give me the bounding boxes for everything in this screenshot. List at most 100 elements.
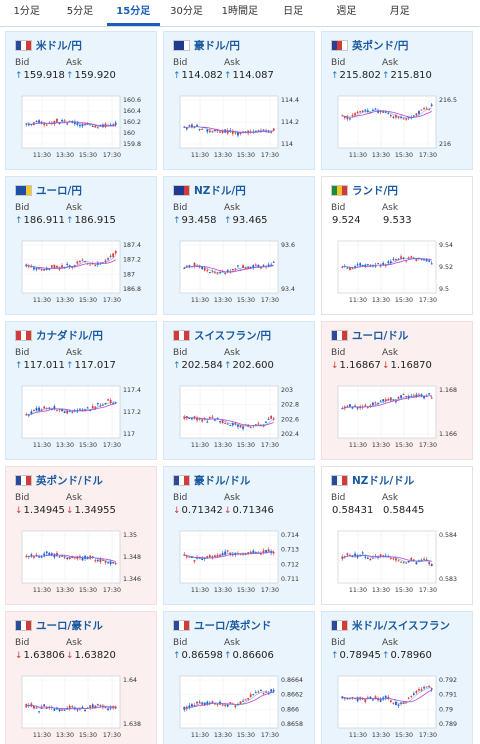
- candle-body: [407, 697, 410, 699]
- candle-body: [369, 696, 372, 699]
- rate-card[interactable]: カナダドル/円 Bid Ask ↑117.011 ↑117.017 11:30 13:30 1…: [5, 321, 157, 460]
- currency-pair-link[interactable]: ユーロ/ドル: [352, 329, 409, 342]
- rate-card[interactable]: 英ポンド/円 Bid Ask ↑215.802 ↑215.810 11:30 13:30 15…: [321, 31, 473, 170]
- candle-body: [50, 553, 53, 556]
- candle-body: [35, 408, 38, 411]
- x-tick-label: 17:30: [261, 152, 279, 159]
- x-tick-label: 15:30: [237, 732, 255, 739]
- price-chart[interactable]: 11:30 13:30 15:30 17:30 0.584 0.583: [330, 527, 468, 601]
- candle-body: [196, 125, 198, 127]
- candle-body: [53, 264, 56, 269]
- price-chart[interactable]: 11:30 13:30 15:30 17:30 1.64 1.638: [14, 672, 152, 744]
- candle-body: [428, 562, 431, 565]
- candle-body: [25, 123, 28, 125]
- bid-arrow-icon: ↑: [331, 651, 339, 661]
- candle-body: [71, 266, 74, 268]
- x-tick-label: 13:30: [214, 442, 232, 449]
- candle-body: [94, 406, 97, 409]
- price-chart[interactable]: 11:30 13:30 15:30 17:30 0.714 0.713 0.712 0.711: [172, 527, 310, 601]
- currency-pair-link[interactable]: 豪ドル/ドル: [194, 474, 251, 487]
- candle-body: [183, 416, 186, 419]
- currency-pair-link[interactable]: カナダドル/円: [36, 329, 103, 342]
- candle-body: [40, 409, 43, 411]
- currency-pair-link[interactable]: 米ドル/スイスフラン: [352, 619, 451, 632]
- ask-value: ↓0.71346: [224, 505, 274, 516]
- rate-card[interactable]: ランド/円 Bid Ask 9.524 9.533 11:30 13:30 15:30 17:3…: [321, 176, 473, 315]
- rate-card[interactable]: NZドル/円 Bid Ask ↑93.458 ↑93.465 11:30 13:30 15:3…: [163, 176, 315, 315]
- rate-card[interactable]: 米ドル/円 Bid Ask ↑159.918 ↑159.920 11:30 13:30 15:…: [5, 31, 157, 170]
- rate-card[interactable]: NZドル/ドル Bid Ask 0.58431 0.58445 11:30 13:30 15:…: [321, 466, 473, 605]
- bid-value: 0.58431: [331, 505, 373, 516]
- currency-pair-link[interactable]: ランド/円: [352, 184, 398, 197]
- bid-price: 117.011: [23, 360, 65, 371]
- x-tick-label: 15:30: [237, 587, 255, 594]
- price-chart[interactable]: 11:30 13:30 15:30 17:30 1.35 1.348 1.346: [14, 527, 152, 601]
- price-chart[interactable]: 11:30 13:30 15:30 17:30 160.6 160.4 160.2 160 15…: [14, 92, 152, 166]
- candle-body: [359, 263, 362, 266]
- candle-body: [203, 418, 206, 420]
- tab-2[interactable]: 15分足: [106, 0, 160, 26]
- currency-pair-link[interactable]: ユーロ/豪ドル: [36, 619, 103, 632]
- candle-body: [99, 559, 102, 563]
- x-tick-label: 11:30: [191, 442, 209, 449]
- x-tick-label: 11:30: [191, 297, 209, 304]
- price-chart[interactable]: 11:30 13:30 15:30 17:30 1.168 1.166: [330, 382, 468, 456]
- currency-pair-link[interactable]: スイスフラン/円: [194, 329, 272, 342]
- tab-0[interactable]: 1分足: [13, 6, 40, 17]
- rate-card[interactable]: ユーロ/英ポンド Bid Ask ↑0.86598 ↑0.86606 11:30 13:30…: [163, 611, 315, 744]
- tab-6[interactable]: 週足: [336, 6, 357, 17]
- price-chart[interactable]: 11:30 13:30 15:30 17:30 117.4 117.2 117: [14, 382, 152, 456]
- rate-card[interactable]: 豪ドル/円 Bid Ask ↑114.082 ↑114.087 11:30 13:30 15:…: [163, 31, 315, 170]
- x-tick-label: 13:30: [214, 297, 232, 304]
- x-tick-label: 13:30: [56, 587, 74, 594]
- price-chart[interactable]: 11:30 13:30 15:30 17:30 114.4 114.2 114: [172, 92, 310, 166]
- tab-5[interactable]: 日足: [283, 6, 304, 17]
- ask-arrow-icon: ↑: [66, 71, 74, 81]
- price-chart[interactable]: 11:30 13:30 15:30 17:30 203 202.8 202.6 202.4: [172, 382, 310, 456]
- rate-card[interactable]: ユーロ/ドル Bid Ask ↓1.16867 ↓1.16870 11:30 13:30 15…: [321, 321, 473, 460]
- currency-pair-link[interactable]: 英ポンド/ドル: [36, 474, 103, 487]
- tab-4[interactable]: 1時間足: [221, 6, 259, 17]
- rate-card[interactable]: スイスフラン/円 Bid Ask ↑202.584 ↑202.600 11:30 13:30…: [163, 321, 315, 460]
- tab-7[interactable]: 月足: [389, 6, 410, 17]
- candle-body: [211, 416, 214, 418]
- candle-body: [211, 701, 214, 704]
- rate-card[interactable]: 米ドル/スイスフラン Bid Ask ↑0.78945 ↑0.78960 11:30 13:…: [321, 611, 473, 744]
- currency-pair-link[interactable]: NZドル/ドル: [352, 474, 415, 487]
- ask-label: Ask: [382, 638, 399, 648]
- currency-flag-icon: [15, 619, 32, 631]
- card-title: ユーロ/円: [15, 183, 82, 197]
- currency-pair-link[interactable]: ユーロ/円: [36, 184, 82, 197]
- currency-pair-link[interactable]: NZドル/円: [194, 184, 246, 197]
- candle-body: [183, 126, 186, 128]
- currency-pair-link[interactable]: ユーロ/英ポンド: [194, 619, 272, 632]
- currency-pair-link[interactable]: 豪ドル/円: [194, 39, 240, 52]
- candle-body: [63, 411, 66, 413]
- price-chart[interactable]: 11:30 13:30 15:30 17:30 9.54 9.52 9.5: [330, 237, 468, 311]
- price-chart[interactable]: 11:30 13:30 15:30 17:30 0.8664 0.8662 0.866 0.8…: [172, 672, 310, 744]
- currency-pair-link[interactable]: 英ポンド/円: [352, 39, 409, 52]
- candle-body: [86, 407, 89, 409]
- price-chart[interactable]: 11:30 13:30 15:30 17:30 93.6 93.4: [172, 237, 310, 311]
- price-chart[interactable]: 11:30 13:30 15:30 17:30 216.5 216: [330, 92, 468, 166]
- price-chart[interactable]: 11:30 13:30 15:30 17:30 0.792 0.791 0.79 0.789: [330, 672, 468, 744]
- candle-body: [349, 555, 351, 557]
- tab-3[interactable]: 30分足: [170, 6, 203, 17]
- rate-card[interactable]: ユーロ/豪ドル Bid Ask ↓1.63806 ↓1.63820 11:30 13:30 1…: [5, 611, 157, 744]
- candle-body: [237, 132, 239, 136]
- rate-card[interactable]: 英ポンド/ドル Bid Ask ↓1.34945 ↓1.34955 11:30 13:30 1…: [5, 466, 157, 605]
- currency-pair-link[interactable]: 米ドル/円: [36, 39, 82, 52]
- card-title: 豪ドル/円: [173, 38, 240, 52]
- tab-1[interactable]: 5分足: [66, 6, 94, 17]
- bid-value: ↑0.78945: [331, 650, 381, 661]
- x-tick-label: 15:30: [79, 297, 97, 304]
- price-chart[interactable]: 11:30 13:30 15:30 17:30 187.4 187.2 187 186.8: [14, 237, 152, 311]
- candle-body: [249, 551, 252, 554]
- rate-card[interactable]: 豪ドル/ドル Bid Ask ↓0.71342 ↓0.71346 11:30 13:30 15…: [163, 466, 315, 605]
- moving-average-line-short: [26, 120, 116, 127]
- rate-card[interactable]: ユーロ/円 Bid Ask ↑186.911 ↑186.915 11:30 13:30 15:…: [5, 176, 157, 315]
- candle-body: [372, 699, 374, 701]
- candle-body: [254, 264, 257, 266]
- candle-body: [361, 552, 364, 554]
- candle-body: [45, 551, 48, 554]
